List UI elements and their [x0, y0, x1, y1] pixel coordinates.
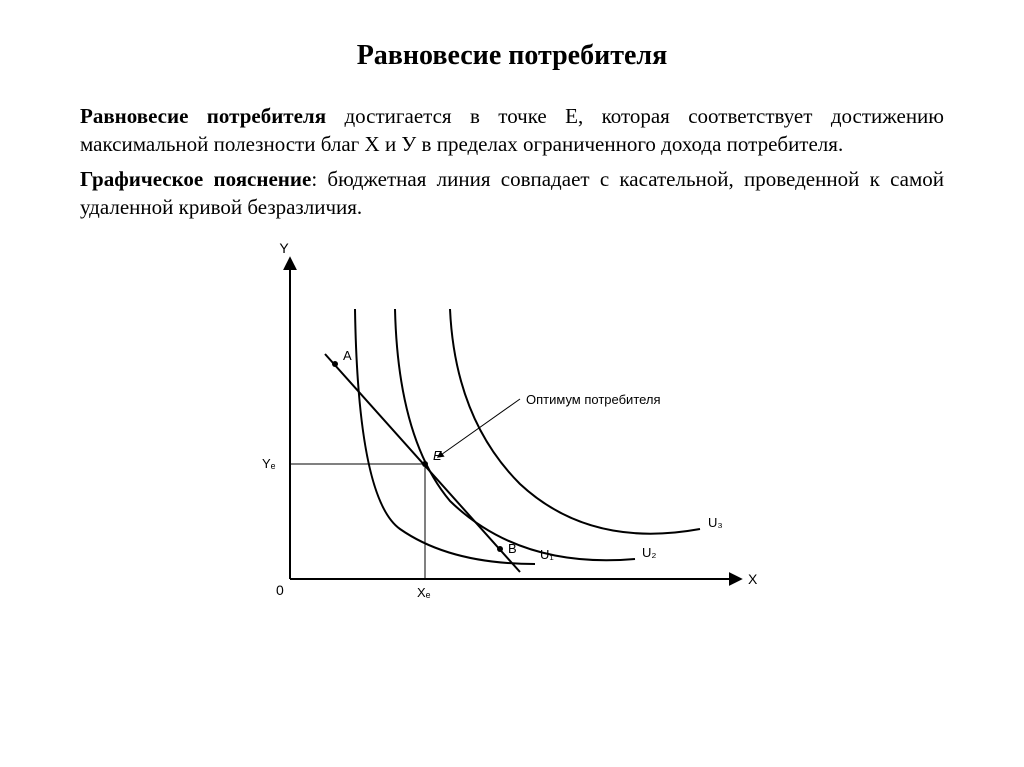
indifference-curve-u3 — [450, 309, 700, 534]
point-a — [332, 361, 338, 367]
paragraph-1: Равновесие потребителя достигается в точ… — [80, 102, 944, 159]
xe-label: Xₑ — [417, 585, 431, 600]
origin-label: 0 — [276, 582, 284, 598]
annotation-text: Оптимум потребителя — [526, 392, 661, 407]
page-title: Равновесие потребителя — [80, 40, 944, 72]
x-axis-label: X — [748, 571, 758, 587]
point-e — [422, 461, 428, 467]
curve-label-u3: U₃ — [708, 515, 723, 530]
curve-label-u2: U₂ — [642, 545, 656, 560]
label-a: A — [343, 348, 352, 363]
indifference-curve-u1 — [355, 309, 535, 564]
page: Равновесие потребителя Равновесие потреб… — [0, 0, 1024, 639]
equilibrium-chart: 0XYU₁U₂U₃YₑXₑABEОптимум потребителя — [220, 239, 780, 639]
chart-container: 0XYU₁U₂U₃YₑXₑABEОптимум потребителя — [220, 239, 780, 639]
para1-lead: Равновесие потребителя — [80, 104, 326, 128]
para2-lead: Графическое пояснение — [80, 167, 311, 191]
paragraph-2: Графическое пояснение: бюджетная линия с… — [80, 165, 944, 222]
point-b — [497, 546, 503, 552]
ye-label: Yₑ — [262, 456, 276, 471]
indifference-curve-u2 — [395, 309, 635, 560]
label-b: B — [508, 541, 517, 556]
annotation-arrow — [438, 399, 520, 457]
y-axis-label: Y — [279, 240, 289, 256]
